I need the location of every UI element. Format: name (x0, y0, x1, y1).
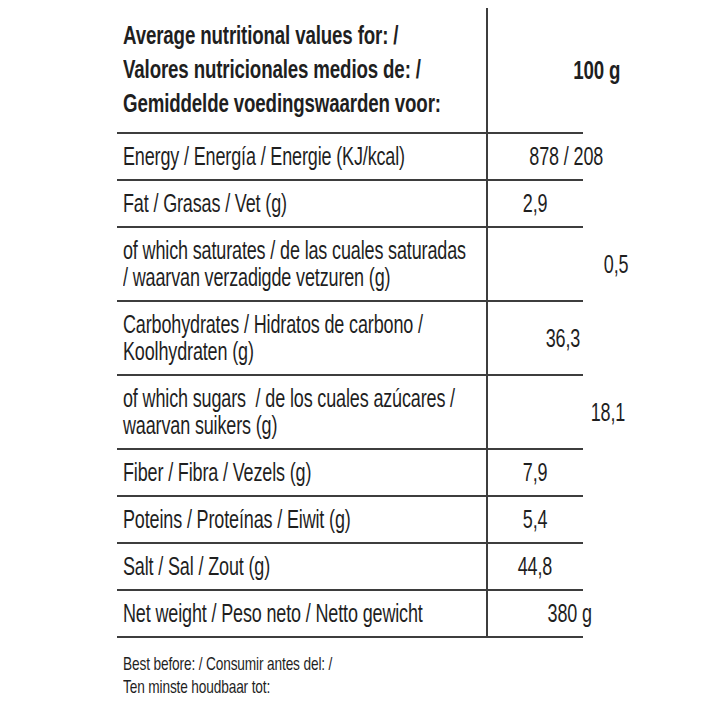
nutrient-label-cell: Poteins / Proteínas / Eiwit (g) (117, 497, 487, 542)
nutrient-value-cell: 380 g (539, 600, 601, 627)
nutrient-value: 380 g (548, 600, 592, 627)
nutrient-label-cell: of which sugars / de los cuales azúcares… (117, 376, 584, 448)
table-row: Fat / Grasas / Vet (g) 2,9 (117, 181, 583, 228)
nutrient-value: 2,9 (523, 190, 548, 217)
nutrient-value-cell: 18,1 (584, 399, 632, 426)
nutrient-value-cell: 5,4 (487, 506, 583, 533)
nutrient-label-cell: Net weight / Peso neto / Netto gewicht (117, 591, 539, 636)
column-divider (486, 8, 488, 638)
nutrient-value: 7,9 (523, 459, 548, 486)
nutrient-value: 0,5 (604, 251, 629, 278)
nutrient-label: Fat / Grasas / Vet (g) (123, 190, 287, 217)
nutrient-value-cell: 7,9 (487, 459, 583, 486)
table-row: Energy / Energía / Energie (KJ/kcal) 878… (117, 134, 583, 181)
nutrient-label: Net weight / Peso neto / Netto gewicht (123, 600, 423, 627)
best-before-text: Best before: / Consumir antes del: / Ten… (123, 652, 332, 698)
nutrient-label-cell: Fiber / Fibra / Vezels (g) (117, 450, 487, 495)
nutrition-table: Average nutritional values for: / Valore… (117, 8, 583, 638)
best-before-note: Best before: / Consumir antes del: / Ten… (123, 652, 414, 698)
nutrient-value: 44,8 (518, 553, 552, 580)
nutrient-value: 878 / 208 (529, 143, 603, 170)
nutrient-value: 5,4 (523, 506, 548, 533)
nutrient-label-cell: Energy / Energía / Energie (KJ/kcal) (117, 134, 515, 179)
nutrient-label: Energy / Energía / Energie (KJ/kcal) (123, 143, 405, 170)
nutrient-label-cell: Salt / Sal / Zout (g) (117, 544, 487, 589)
nutrient-value-cell: 44,8 (487, 553, 583, 580)
table-row: Fiber / Fibra / Vezels (g) 7,9 (117, 450, 583, 497)
header-label-cell: Average nutritional values for: / Valore… (117, 8, 564, 132)
nutrient-value-cell: 2,9 (487, 190, 583, 217)
table-row: Net weight / Peso neto / Netto gewicht 3… (117, 591, 583, 638)
nutrient-value: 18,1 (591, 399, 625, 426)
header-value-cell: 100 g (564, 57, 630, 84)
nutrient-label: Fiber / Fibra / Vezels (g) (123, 459, 311, 486)
header-label: Average nutritional values for: / Valore… (123, 18, 441, 120)
table-header-row: Average nutritional values for: / Valore… (117, 8, 583, 134)
header-value: 100 g (574, 57, 621, 84)
nutrient-label: Poteins / Proteínas / Eiwit (g) (123, 506, 351, 533)
table-body: Energy / Energía / Energie (KJ/kcal) 878… (117, 134, 583, 638)
nutrient-value-cell: 36,3 (539, 325, 587, 352)
nutrient-value: 36,3 (546, 325, 580, 352)
nutrient-label: of which sugars / de los cuales azúcares… (123, 385, 455, 439)
nutrient-label: of which saturates / de las cuales satur… (123, 237, 466, 291)
nutrient-label: Carbohydrates / Hidratos de carbono / Ko… (123, 311, 423, 365)
nutrient-label-cell: Fat / Grasas / Vet (g) (117, 181, 487, 226)
nutrient-label-cell: Carbohydrates / Hidratos de carbono / Ko… (117, 302, 539, 374)
nutrient-label: Salt / Sal / Zout (g) (123, 553, 270, 580)
nutrient-value-cell: 878 / 208 (515, 143, 617, 170)
nutrient-value-cell: 0,5 (599, 251, 633, 278)
table-row: Poteins / Proteínas / Eiwit (g) 5,4 (117, 497, 583, 544)
nutrient-label-cell: of which saturates / de las cuales satur… (117, 228, 599, 300)
table-row: of which saturates / de las cuales satur… (117, 228, 583, 302)
table-row: of which sugars / de los cuales azúcares… (117, 376, 583, 450)
table-row: Salt / Sal / Zout (g) 44,8 (117, 544, 583, 591)
table-row: Carbohydrates / Hidratos de carbono / Ko… (117, 302, 583, 376)
